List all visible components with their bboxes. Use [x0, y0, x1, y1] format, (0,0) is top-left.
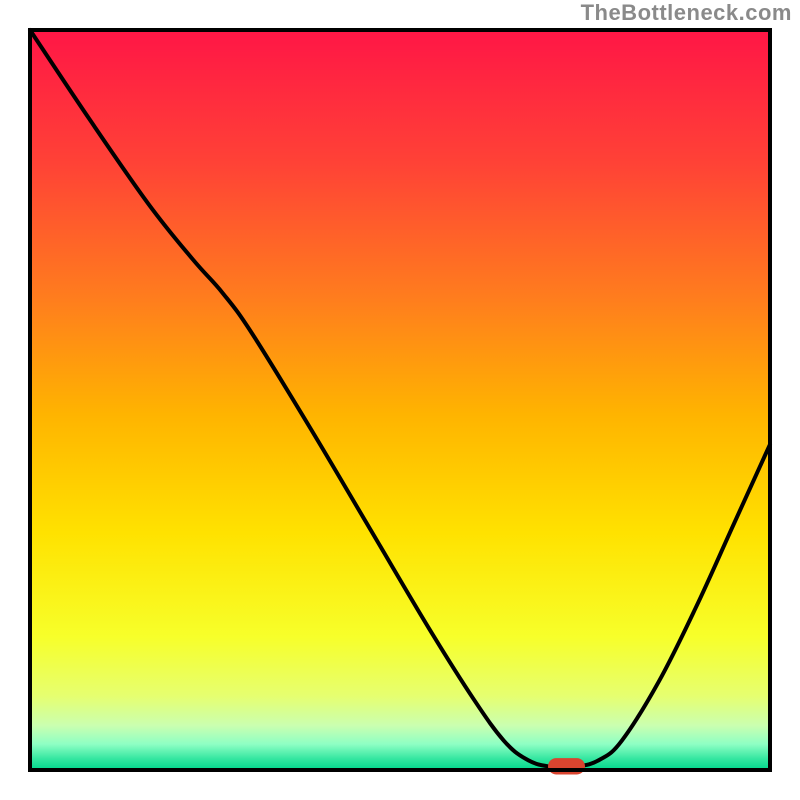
- heatmap-background: [30, 30, 770, 770]
- watermark-text: TheBottleneck.com: [581, 0, 792, 26]
- chart-canvas: [0, 0, 800, 800]
- bottleneck-chart: TheBottleneck.com: [0, 0, 800, 800]
